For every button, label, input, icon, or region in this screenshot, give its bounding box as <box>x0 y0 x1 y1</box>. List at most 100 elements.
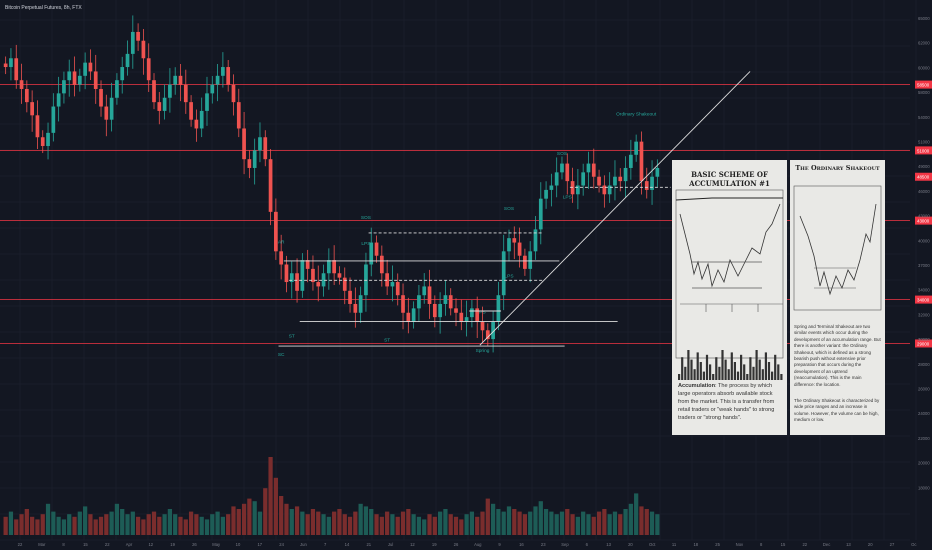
volume-bar <box>279 496 284 535</box>
accumulation-body: : The process by which large operators a… <box>678 383 775 421</box>
volume-bar <box>554 514 559 535</box>
price-tick: 49000 <box>918 164 930 169</box>
volume-bar <box>151 511 157 535</box>
candle-body <box>35 115 40 138</box>
wyckoff-label: Ordinary Shakeout <box>616 111 657 117</box>
volume-bar <box>210 514 215 535</box>
candle-body <box>295 273 299 291</box>
candle-body <box>284 264 289 283</box>
candle-body <box>523 255 527 269</box>
candlesticks <box>3 15 660 353</box>
price-tick: 46000 <box>918 189 930 194</box>
candle-body <box>464 317 469 322</box>
time-tick: 22 <box>802 542 807 547</box>
volume-bar <box>575 516 580 535</box>
candle-body <box>62 80 66 94</box>
volume-bar <box>104 514 109 535</box>
volume-bar <box>3 516 8 535</box>
price-tick: 37000 <box>918 263 930 268</box>
time-tick: 20 <box>628 542 633 547</box>
scheme-volume-bar <box>749 357 752 380</box>
time-tick: 24 <box>279 542 284 547</box>
time-tick: 22 <box>18 542 23 547</box>
volume-bar <box>326 516 331 535</box>
candle-body <box>448 295 453 309</box>
ordinary-shakeout-panel: The Ordinary Shakeout Spring and Termina… <box>790 160 885 435</box>
candle-body <box>401 295 405 313</box>
volume-bar <box>385 511 390 535</box>
volume-bar <box>247 498 252 535</box>
volume-bar <box>501 511 506 535</box>
shakeout-title: The Ordinary Shakeout <box>795 164 880 172</box>
volume-bar <box>114 503 120 535</box>
volume-bar <box>199 516 204 535</box>
candle-body <box>379 255 384 274</box>
volume-bar <box>178 516 183 535</box>
volume-bar <box>512 509 517 535</box>
time-tick: 26 <box>454 542 459 547</box>
candle-body <box>289 273 294 283</box>
candle-body <box>485 330 490 340</box>
scheme-diagram <box>675 189 784 380</box>
level-tag <box>915 80 932 89</box>
time-tick: Sep <box>561 542 569 547</box>
price-tick: 26000 <box>918 387 930 392</box>
volume-bar <box>24 509 29 535</box>
candle-body <box>501 251 506 296</box>
wyckoff-label: ST <box>289 333 295 339</box>
price-tick: 62000 <box>918 41 930 46</box>
candle-body <box>332 260 337 274</box>
time-tick: 25 <box>715 542 720 547</box>
scheme-volume-bar <box>699 362 702 380</box>
scheme-volume-bar <box>705 354 709 380</box>
candle-body <box>597 176 601 186</box>
level-label: 29000 <box>917 341 930 346</box>
price-tick: 54000 <box>918 115 930 120</box>
volume-bar <box>586 514 591 535</box>
volume-bar <box>353 511 358 535</box>
candle-body <box>263 137 268 160</box>
volume-bar <box>257 511 263 535</box>
time-tick: 16 <box>519 542 524 547</box>
candle-body <box>67 71 72 81</box>
candle-body <box>544 189 548 199</box>
candle-body <box>300 260 305 291</box>
candle-body <box>554 172 559 186</box>
volume-bar <box>411 514 416 535</box>
candle-body <box>507 238 511 252</box>
price-tick: 40000 <box>918 238 930 243</box>
volume-bar <box>61 519 67 535</box>
time-tick: Jul <box>388 542 393 547</box>
volume-bar <box>120 509 125 535</box>
candle-body <box>252 150 257 168</box>
candle-body <box>586 163 591 173</box>
volume-bar <box>427 514 432 535</box>
candle-body <box>438 303 442 318</box>
volume-bar <box>469 511 475 535</box>
volume-bar <box>342 514 347 535</box>
shakeout-text-2: The Ordinary Shakeout is characterized b… <box>794 398 880 423</box>
price-tick: 32000 <box>918 312 930 317</box>
candle-body <box>533 229 538 252</box>
candle-body <box>337 273 342 278</box>
volume-bar <box>369 509 374 535</box>
volume-bar <box>422 519 427 535</box>
candle-body <box>205 93 209 111</box>
candle-body <box>581 172 586 186</box>
candle-body <box>40 137 45 147</box>
volume-bar <box>543 509 549 535</box>
volume-bar <box>183 519 188 535</box>
scheme-title: BASIC SCHEME OF ACCUMULATION #1 <box>689 170 770 188</box>
volume-bar <box>559 511 565 535</box>
candle-body <box>136 31 140 41</box>
time-tick: Nov <box>736 542 744 547</box>
volume-bar <box>173 514 178 535</box>
candle-body <box>115 80 119 98</box>
candle-body <box>432 303 437 318</box>
volume-bar <box>45 503 51 535</box>
time-tick: 11 <box>672 542 677 547</box>
scheme-volume-bar <box>777 364 780 380</box>
time-tick: 9 <box>498 542 501 547</box>
scheme-volume-bar <box>721 350 724 380</box>
